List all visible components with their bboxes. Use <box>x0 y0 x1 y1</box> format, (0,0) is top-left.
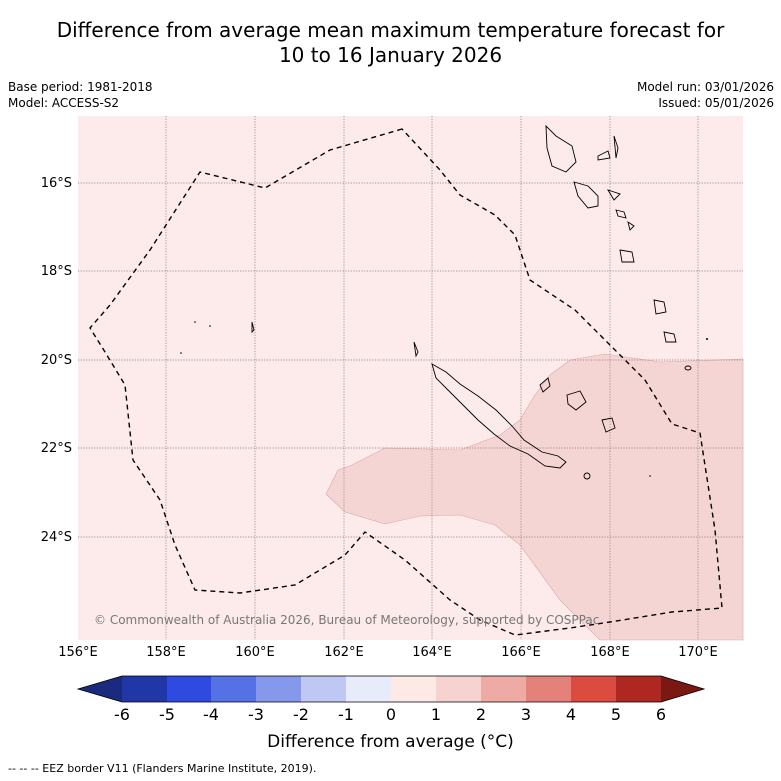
colorbar-tick-label: 5 <box>610 705 622 724</box>
colorbar-segment <box>256 676 301 702</box>
vanuatu-island-6 <box>615 209 627 219</box>
copyright-notice: © Commonwealth of Australia 2026, Bureau… <box>94 613 600 627</box>
vanuatu-espiritu-santo <box>545 124 577 173</box>
colorbar-segment-max <box>661 676 704 702</box>
colorbar-title: Difference from average (°C) <box>267 732 514 752</box>
lon-label-166e: 166°E <box>501 645 541 660</box>
meta-left: Base period: 1981-2018 Model: ACCESS-S2 <box>8 79 153 111</box>
colorbar-tick-label: 6 <box>655 705 667 724</box>
isolated-island-5 <box>706 338 708 340</box>
colorbar-segment <box>301 676 346 702</box>
meta-right: Model run: 03/01/2026 Issued: 05/01/2026 <box>637 79 774 111</box>
colorbar-tick-label: 2 <box>475 705 487 724</box>
isolated-island-3 <box>209 325 211 327</box>
vanuatu-efate <box>619 249 635 263</box>
colorbar-segment <box>616 676 661 702</box>
colorbar-segment <box>481 676 526 702</box>
eez-legend-note: -- -- -- EEZ border V11 (Flanders Marine… <box>8 762 317 775</box>
colorbar-segment <box>167 676 211 702</box>
vanuatu-island-7 <box>627 220 635 231</box>
lat-label-24s: 24°S <box>40 530 72 545</box>
vanuatu-tanna <box>663 331 677 343</box>
lon-label-168e: 168°E <box>590 645 630 660</box>
colorbar-tick-label: -5 <box>159 705 175 724</box>
lat-label-16s: 16°S <box>40 176 72 191</box>
colorbar-segment <box>346 676 391 702</box>
lon-label-156e: 156°E <box>58 645 98 660</box>
colorbar-tick-label: 1 <box>430 705 442 724</box>
loyalty-island-ouvea <box>539 377 551 393</box>
title-line-2: 10 to 16 January 2026 <box>278 43 503 67</box>
vanuatu-aneityum <box>684 365 692 371</box>
loyalty-island-lifou <box>566 390 587 411</box>
colorbar-outline <box>76 675 706 703</box>
colorbar-segment <box>122 676 167 702</box>
colorbar-segment-min <box>78 676 122 702</box>
isolated-island-4 <box>180 352 182 354</box>
colorbar-segment <box>391 676 436 702</box>
vanuatu-island-3 <box>613 135 619 159</box>
model-name: Model: ACCESS-S2 <box>8 96 120 110</box>
colorbar-tick-label: -3 <box>248 705 264 724</box>
lat-label-20s: 20°S <box>40 353 72 368</box>
warm-anomaly-region <box>325 353 744 641</box>
colorbar-segment <box>211 676 256 702</box>
colorbar-tick-label: -6 <box>114 705 130 724</box>
belep-islands <box>413 341 419 358</box>
new-caledonia-island <box>431 363 567 469</box>
lon-label-158e: 158°E <box>146 645 186 660</box>
colorbar-tick-label: -4 <box>203 705 219 724</box>
lon-label-170e: 170°E <box>678 645 718 660</box>
vanuatu-island-2 <box>597 150 611 161</box>
page-title: Difference from average mean maximum tem… <box>0 18 781 68</box>
vanuatu-erromango <box>653 299 667 315</box>
colorbar-tick-label: 4 <box>565 705 577 724</box>
colorbar-tick-label: -1 <box>338 705 354 724</box>
colorbar-tick-label: 3 <box>520 705 532 724</box>
vanuatu-malakula <box>573 181 599 209</box>
issued-date: Issued: 05/01/2026 <box>658 96 774 110</box>
lon-label-164e: 164°E <box>412 645 452 660</box>
colorbar-tick-label: 0 <box>385 705 397 724</box>
isle-of-pines <box>583 472 591 480</box>
colorbar <box>76 675 706 703</box>
loyalty-island-mare <box>601 417 616 433</box>
gridlines <box>78 116 743 640</box>
lat-label-18s: 18°S <box>40 264 72 279</box>
colorbar-segment <box>571 676 616 702</box>
isolated-island-2 <box>194 321 196 323</box>
colorbar-segment <box>526 676 571 702</box>
isolated-island-6 <box>649 475 651 477</box>
isolated-island-1 <box>251 321 255 334</box>
vanuatu-island-5 <box>606 189 621 201</box>
lat-label-22s: 22°S <box>40 441 72 456</box>
title-line-1: Difference from average mean maximum tem… <box>56 18 725 42</box>
colorbar-segment <box>436 676 481 702</box>
eez-border <box>89 128 723 636</box>
lon-label-162e: 162°E <box>324 645 364 660</box>
lon-label-160e: 160°E <box>235 645 275 660</box>
colorbar-tick-label: -2 <box>293 705 309 724</box>
model-run: Model run: 03/01/2026 <box>636 80 774 94</box>
base-period: Base period: 1981-2018 <box>8 80 153 94</box>
